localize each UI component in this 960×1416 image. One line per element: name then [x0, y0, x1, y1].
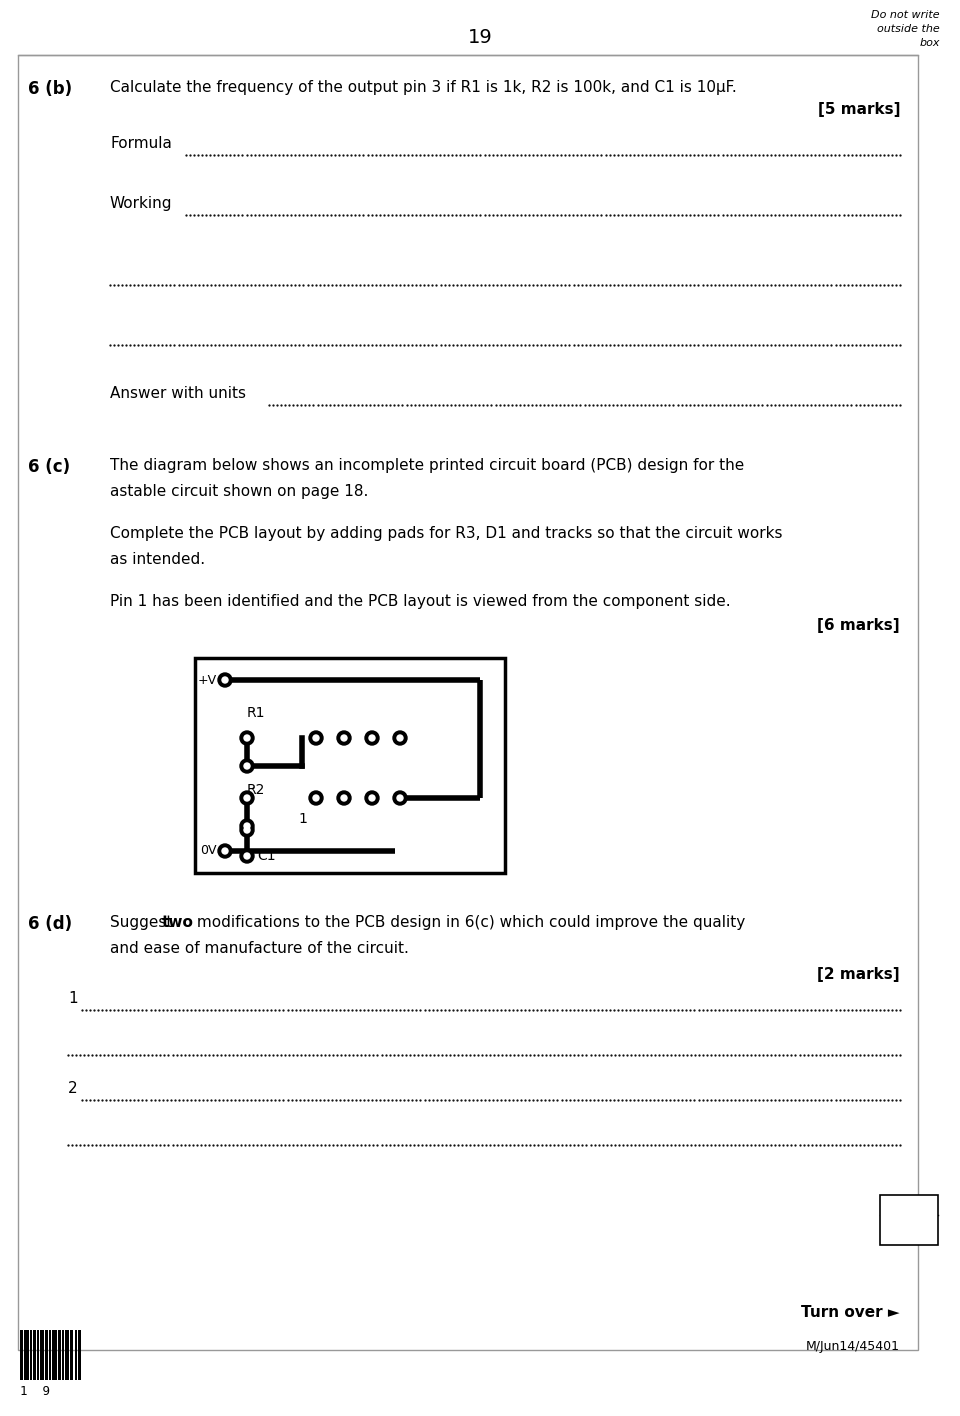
Bar	[30, 1330, 32, 1381]
Bar	[880, 1195, 938, 1245]
Bar	[49, 1330, 51, 1381]
Circle shape	[369, 794, 375, 801]
Circle shape	[244, 763, 250, 769]
Text: [2 marks]: [2 marks]	[817, 967, 900, 983]
Text: Formula: Formula	[110, 136, 172, 152]
Circle shape	[313, 794, 319, 801]
Circle shape	[313, 735, 319, 741]
Bar	[75, 1330, 77, 1381]
Circle shape	[240, 731, 254, 745]
Circle shape	[337, 792, 351, 806]
Circle shape	[240, 823, 254, 837]
Circle shape	[337, 731, 351, 745]
Text: M/Jun14/45401: M/Jun14/45401	[806, 1340, 900, 1354]
Text: Working: Working	[110, 195, 173, 211]
Bar	[78, 1330, 81, 1381]
Text: [5 marks]: [5 marks]	[818, 102, 900, 118]
Text: 1: 1	[68, 991, 78, 1005]
Text: C1: C1	[257, 850, 276, 862]
Text: Suggest: Suggest	[110, 915, 178, 930]
Circle shape	[397, 794, 403, 801]
Circle shape	[218, 844, 232, 858]
Bar	[58, 1330, 61, 1381]
Bar	[24, 1330, 29, 1381]
Text: Calculate the frequency of the output pin 3 if R1 is 1k, R2 is 100k, and C1 is 1: Calculate the frequency of the output pi…	[110, 79, 736, 95]
Circle shape	[369, 735, 375, 741]
Text: Answer with units: Answer with units	[110, 387, 246, 401]
Text: modifications to the PCB design in 6(c) which could improve the quality: modifications to the PCB design in 6(c) …	[192, 915, 745, 930]
Text: 15: 15	[898, 1226, 921, 1245]
Circle shape	[341, 794, 347, 801]
Circle shape	[240, 792, 254, 806]
Circle shape	[222, 677, 228, 683]
Circle shape	[244, 852, 250, 860]
Circle shape	[240, 818, 254, 833]
Circle shape	[244, 735, 250, 741]
Circle shape	[397, 735, 403, 741]
Circle shape	[218, 673, 232, 687]
Bar	[62, 1330, 64, 1381]
Text: R1: R1	[247, 707, 266, 719]
Text: 6 (b): 6 (b)	[28, 79, 72, 98]
Circle shape	[244, 794, 250, 801]
Bar	[65, 1330, 69, 1381]
Text: Complete the PCB layout by adding pads for R3, D1 and tracks so that the circuit: Complete the PCB layout by adding pads f…	[110, 525, 782, 541]
Text: and ease of manufacture of the circuit.: and ease of manufacture of the circuit.	[110, 942, 409, 956]
Text: 19: 19	[468, 28, 492, 47]
Bar	[33, 1330, 36, 1381]
Text: astable circuit shown on page 18.: astable circuit shown on page 18.	[110, 484, 369, 498]
Text: as intended.: as intended.	[110, 552, 205, 566]
Text: Turn over ►: Turn over ►	[802, 1306, 900, 1320]
Circle shape	[222, 848, 228, 854]
Text: Do not write
outside the
box: Do not write outside the box	[872, 10, 940, 48]
Text: [6 marks]: [6 marks]	[817, 617, 900, 633]
Circle shape	[341, 735, 347, 741]
Text: 6 (d): 6 (d)	[28, 915, 72, 933]
Bar	[195, 658, 505, 874]
Circle shape	[393, 731, 407, 745]
Bar	[45, 1330, 48, 1381]
Bar	[70, 1330, 73, 1381]
Circle shape	[240, 850, 254, 862]
Text: R2: R2	[247, 783, 265, 797]
Bar	[52, 1330, 57, 1381]
Circle shape	[309, 731, 323, 745]
Text: 6 (c): 6 (c)	[28, 457, 70, 476]
Bar	[20, 1330, 23, 1381]
Bar	[40, 1330, 44, 1381]
Text: The diagram below shows an incomplete printed circuit board (PCB) design for the: The diagram below shows an incomplete pr…	[110, 457, 744, 473]
Text: two: two	[162, 915, 194, 930]
Circle shape	[393, 792, 407, 806]
Bar	[37, 1330, 39, 1381]
Circle shape	[244, 823, 250, 828]
Text: Pin 1 has been identified and the PCB layout is viewed from the component side.: Pin 1 has been identified and the PCB la…	[110, 593, 731, 609]
Circle shape	[240, 759, 254, 773]
Circle shape	[365, 731, 379, 745]
Text: 0V: 0V	[201, 844, 217, 858]
Circle shape	[309, 792, 323, 806]
Text: 1: 1	[298, 811, 307, 826]
Circle shape	[365, 792, 379, 806]
Text: 2: 2	[68, 1080, 78, 1096]
Text: +V: +V	[198, 674, 217, 687]
Text: 1  9: 1 9	[20, 1385, 50, 1398]
Circle shape	[244, 827, 250, 833]
